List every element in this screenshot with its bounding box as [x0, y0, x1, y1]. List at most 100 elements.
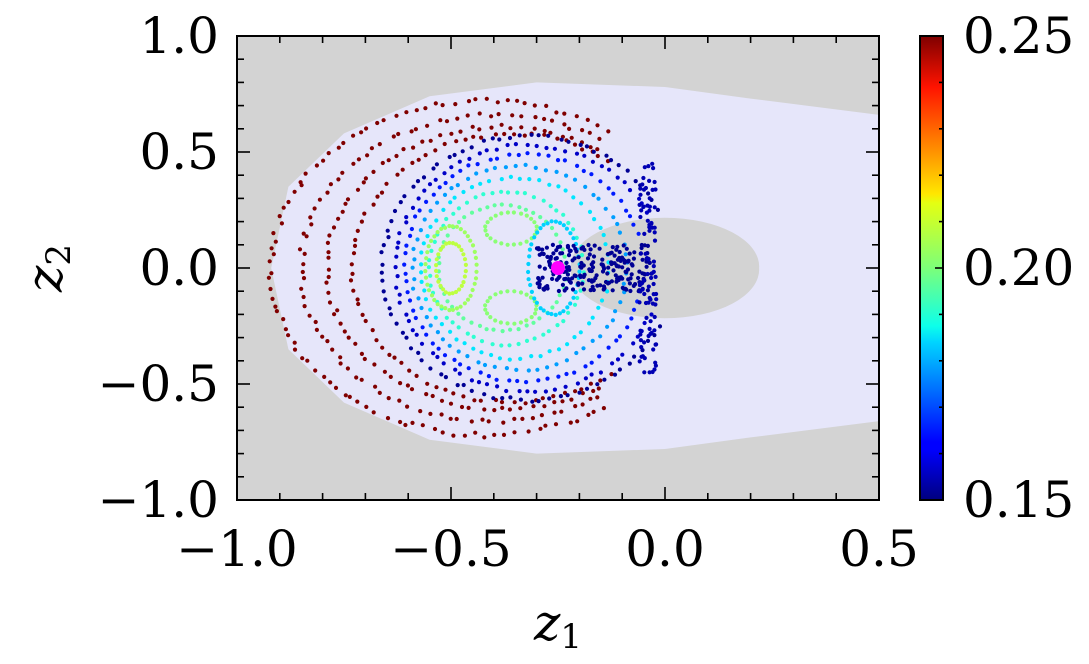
orbit-point — [379, 250, 384, 255]
orbit-point — [456, 206, 461, 211]
orbit-point — [440, 430, 445, 435]
orbit-point — [567, 126, 572, 131]
orbit-point — [499, 400, 505, 405]
orbit-point — [466, 405, 471, 410]
orbit-point — [525, 389, 530, 394]
orbit-point — [452, 357, 457, 362]
orbit-point — [422, 288, 427, 293]
orbit-point — [362, 211, 367, 216]
orbit-point — [631, 283, 636, 288]
orbit-point — [611, 268, 616, 273]
orbit-point — [554, 169, 559, 174]
orbit-point — [324, 280, 329, 285]
orbit-point — [493, 213, 498, 218]
orbit-point — [413, 315, 418, 321]
orbit-point — [387, 352, 392, 357]
orbit-point — [456, 311, 461, 316]
orbit-point — [637, 359, 642, 364]
orbit-point — [589, 372, 594, 377]
orbit-point — [471, 346, 476, 351]
orbit-point — [563, 149, 568, 154]
orbit-point — [531, 320, 536, 325]
orbit-point — [536, 378, 541, 383]
orbit-point — [424, 199, 429, 204]
orbit-point — [419, 279, 424, 284]
orbit-point — [598, 370, 604, 375]
orbit-point — [393, 265, 398, 270]
orbit-point — [616, 163, 621, 168]
orbit-point — [604, 153, 609, 158]
orbit-point — [512, 430, 517, 435]
orbit-point — [527, 177, 532, 182]
orbit-point — [418, 409, 423, 414]
orbit-point — [439, 398, 445, 403]
orbit-point — [408, 346, 414, 351]
orbit-point — [381, 243, 386, 248]
orbit-point — [516, 341, 521, 347]
orbit-point — [623, 252, 628, 257]
orbit-point — [470, 243, 476, 248]
orbit-point — [426, 244, 431, 249]
orbit-point — [416, 296, 421, 301]
orbit-point — [555, 158, 561, 163]
orbit-point — [637, 202, 642, 207]
orbit-point — [269, 246, 274, 251]
orbit-point — [527, 247, 533, 252]
orbit-point — [286, 199, 291, 205]
orbit-point — [322, 374, 327, 379]
orbit-point — [642, 370, 647, 375]
orbit-point — [592, 217, 597, 222]
orbit-point — [542, 128, 547, 134]
orbit-point — [435, 200, 440, 205]
orbit-point — [353, 341, 358, 346]
orbit-point — [494, 377, 499, 382]
orbit-point — [359, 219, 364, 224]
orbit-point — [576, 255, 581, 260]
orbit-point — [532, 103, 537, 108]
orbit-point — [649, 275, 654, 280]
orbit-point — [442, 171, 447, 176]
orbit-point — [450, 174, 455, 179]
orbit-point — [595, 153, 600, 159]
orbit-point — [462, 341, 467, 346]
orbit-point — [492, 432, 497, 437]
orbit-point — [617, 249, 622, 255]
orbit-point — [425, 234, 430, 239]
orbit-point — [568, 231, 573, 236]
orbit-point — [395, 274, 400, 279]
orbit-point — [362, 356, 367, 362]
orbit-point — [431, 351, 436, 356]
orbit-point — [562, 111, 567, 116]
orbit-point — [340, 209, 345, 214]
orbit-point — [647, 208, 652, 213]
orbit-point — [503, 165, 508, 170]
orbit-point — [443, 306, 448, 311]
orbit-point — [408, 233, 413, 238]
orbit-point — [586, 278, 592, 283]
orbit-point — [338, 321, 343, 326]
orbit-point — [380, 262, 385, 267]
orbit-point — [417, 208, 422, 213]
orbit-point — [545, 254, 550, 259]
orbit-point — [268, 286, 273, 292]
orbit-point — [484, 232, 490, 238]
orbit-point — [575, 381, 581, 386]
orbit-point — [554, 110, 559, 115]
orbit-point — [441, 287, 446, 292]
orbit-point — [523, 401, 528, 406]
orbit-point — [531, 404, 536, 409]
orbit-point — [508, 395, 513, 400]
orbit-point — [624, 246, 629, 251]
orbit-point — [326, 255, 331, 260]
orbit-point — [603, 242, 608, 247]
orbit-point — [652, 367, 657, 372]
x-tick-label: 0.5 — [839, 520, 919, 578]
orbit-point — [563, 384, 568, 389]
orbit-point — [407, 298, 413, 303]
orbit-point — [650, 161, 655, 166]
orbit-point — [434, 274, 439, 279]
orbit-point — [596, 386, 601, 391]
orbit-point — [420, 139, 425, 144]
y-tick-label: 0.0 — [139, 239, 219, 297]
orbit-point — [404, 110, 409, 115]
